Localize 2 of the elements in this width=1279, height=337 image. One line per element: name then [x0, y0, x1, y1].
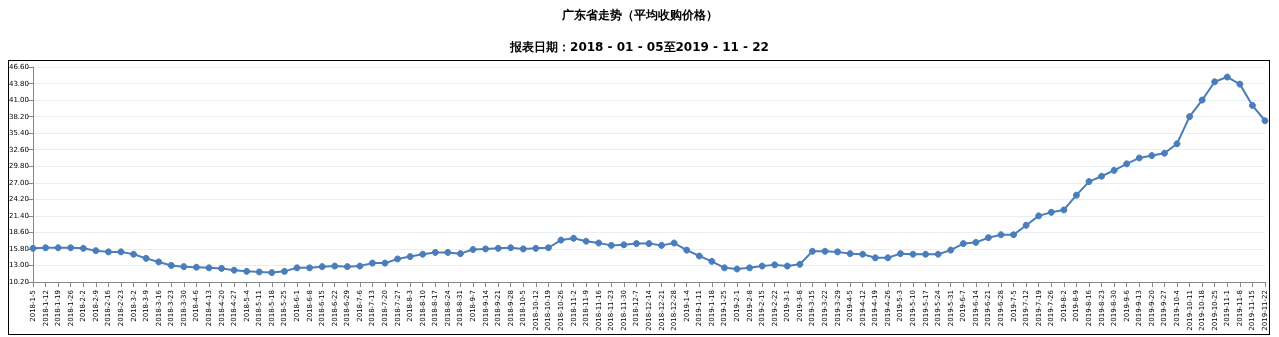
chart-subtitle: 报表日期：2018 - 01 - 05至2019 - 11 - 22	[509, 40, 769, 54]
chart-title: 广东省走势（平均收购价格）	[560, 8, 718, 22]
